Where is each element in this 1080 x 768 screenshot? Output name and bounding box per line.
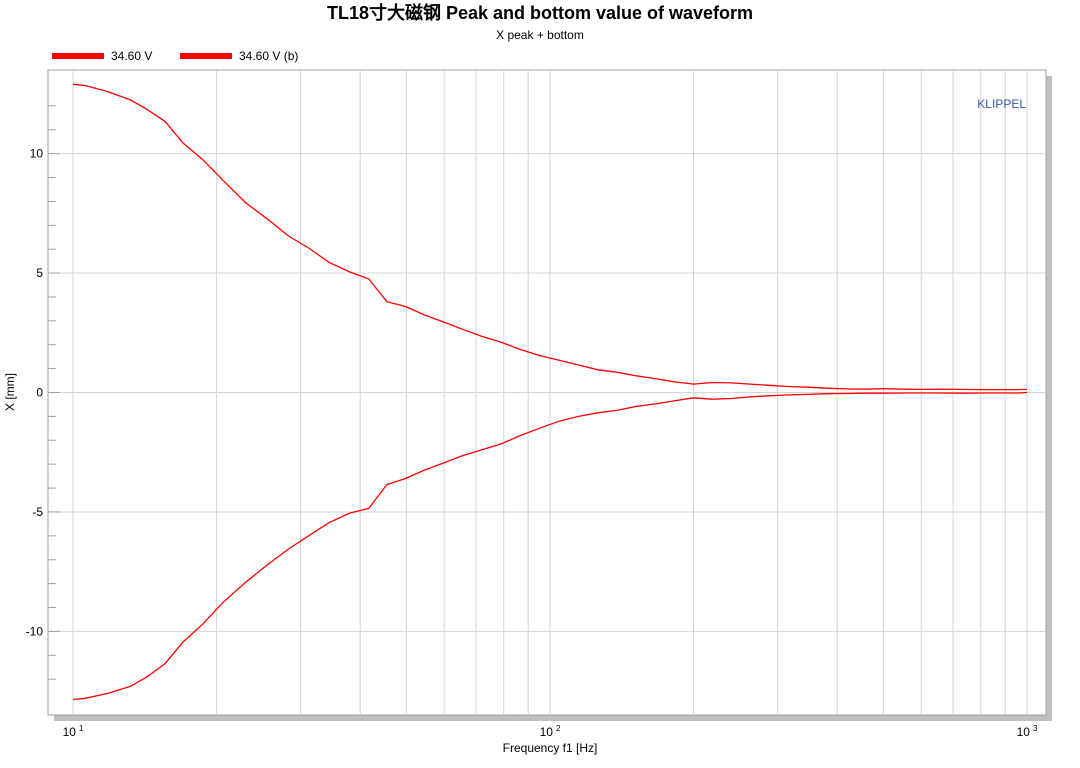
legend-label: 34.60 V (b) [239, 49, 298, 63]
x-tick-label: 10 3 [1017, 724, 1038, 739]
y-tick-label: 5 [36, 266, 43, 280]
legend-label: 34.60 V [111, 49, 152, 63]
y-tick-label: 0 [36, 386, 43, 400]
legend-swatch [180, 53, 232, 59]
y-tick-label: 10 [30, 147, 44, 161]
series-line-2 [72, 391, 1028, 701]
klippel-watermark: KLIPPEL [977, 97, 1026, 111]
x-axis: 10 1 10 2 10 3 [63, 724, 1038, 739]
x-tick-label: 10 2 [540, 724, 561, 739]
series-group [72, 83, 1028, 701]
y-axis: 10 5 0 -5 -10 [26, 105, 60, 680]
series-line-1 [72, 83, 1028, 391]
x-tick-label: 10 1 [63, 724, 84, 739]
chart-subtitle: X peak + bottom [496, 28, 584, 42]
y-axis-label: X [mm] [3, 373, 17, 411]
chart-title: TL18寸大磁钢 Peak and bottom value of wavefo… [327, 2, 753, 23]
y-tick-label: -5 [32, 505, 43, 519]
plot-shadow [1046, 76, 1052, 721]
plot-shadow-bottom [54, 715, 1052, 721]
y-tick-label: -10 [26, 624, 44, 638]
legend: 34.60 V 34.60 V (b) [52, 49, 298, 63]
legend-swatch [52, 53, 104, 59]
x-axis-label: Frequency f1 [Hz] [503, 741, 598, 755]
